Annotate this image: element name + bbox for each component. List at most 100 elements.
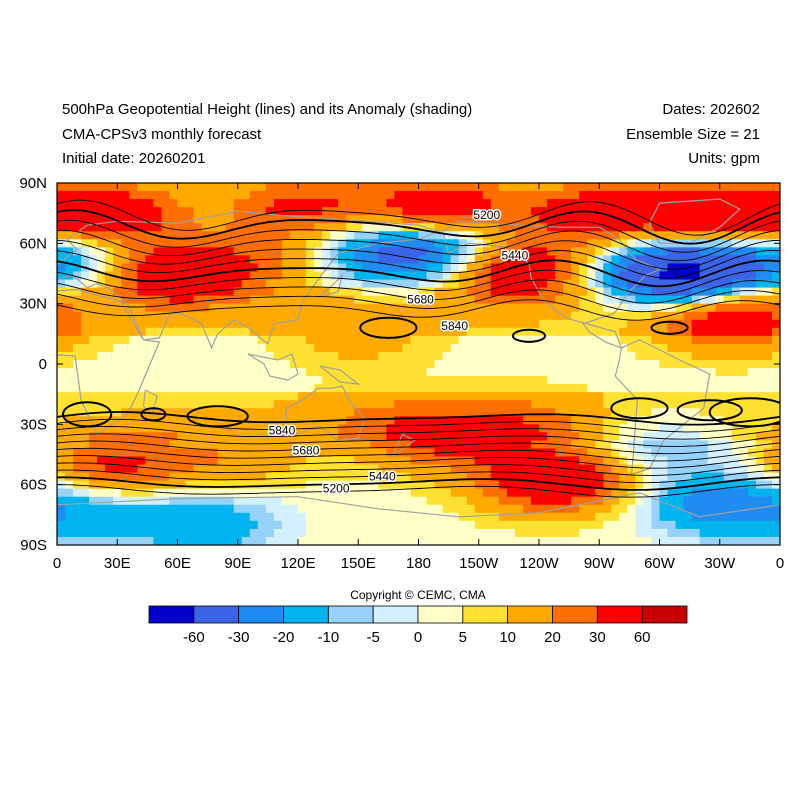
anomaly-cell: [530, 343, 540, 353]
anomaly-cell: [265, 255, 275, 265]
anomaly-cell: [547, 384, 556, 393]
anomaly-cell: [603, 255, 612, 265]
anomaly-cell: [410, 520, 420, 530]
anomaly-cell: [442, 263, 452, 273]
anomaly-cell: [233, 456, 243, 466]
anomaly-cell: [418, 416, 428, 425]
anomaly-cell: [434, 376, 444, 385]
anomaly-cell: [57, 183, 66, 192]
anomaly-cell: [394, 472, 404, 482]
anomaly-cell: [330, 255, 339, 265]
anomaly-cell: [539, 207, 548, 216]
anomaly-cell: [426, 199, 436, 208]
anomaly-cell: [474, 376, 484, 385]
anomaly-cell: [201, 424, 211, 433]
anomaly-cell: [595, 376, 604, 385]
anomaly-cell: [587, 319, 596, 329]
anomaly-cell: [265, 512, 275, 522]
anomaly-cell: [169, 343, 179, 353]
anomaly-cell: [306, 311, 315, 321]
anomaly-cell: [281, 464, 291, 474]
anomaly-cell: [161, 528, 171, 538]
anomaly-cell: [547, 343, 556, 353]
anomaly-cell: [153, 279, 163, 289]
anomaly-cell: [137, 207, 146, 216]
anomaly-cell: [498, 351, 508, 361]
anomaly-cell: [611, 279, 620, 289]
anomaly-cell: [522, 183, 532, 192]
anomaly-cell: [539, 488, 548, 498]
anomaly-cell: [547, 488, 556, 498]
anomaly-cell: [289, 255, 299, 265]
anomaly-cell: [314, 335, 323, 345]
anomaly-cell: [530, 504, 540, 514]
anomaly-cell: [137, 464, 146, 474]
anomaly-cell: [121, 448, 130, 458]
anomaly-cell: [458, 520, 468, 530]
anomaly-cell: [241, 512, 251, 522]
anomaly-cell: [201, 295, 211, 305]
anomaly-cell: [265, 408, 275, 417]
anomaly-cell: [97, 351, 106, 361]
anomaly-cell: [771, 384, 780, 393]
anomaly-cell: [530, 247, 540, 256]
anomaly-cell: [314, 376, 323, 385]
anomaly-cell: [755, 448, 765, 458]
anomaly-cell: [490, 408, 500, 417]
anomaly-cell: [298, 335, 307, 345]
anomaly-cell: [105, 448, 114, 458]
anomaly-cell: [97, 528, 106, 538]
anomaly-cell: [490, 456, 500, 466]
anomaly-cell: [169, 384, 179, 393]
anomaly-cell: [643, 408, 653, 417]
anomaly-cell: [418, 528, 428, 538]
anomaly-cell: [346, 464, 355, 474]
anomaly-cell: [81, 271, 90, 281]
anomaly-cell: [458, 215, 468, 224]
anomaly-cell: [466, 215, 476, 224]
anomaly-cell: [201, 408, 211, 417]
anomaly-cell: [555, 456, 564, 466]
anomaly-cell: [691, 311, 701, 321]
anomaly-cell: [651, 472, 661, 482]
anomaly-cell: [289, 440, 299, 450]
anomaly-cell: [611, 464, 620, 474]
anomaly-cell: [418, 408, 428, 417]
anomaly-cell: [603, 512, 612, 522]
anomaly-cell: [691, 520, 701, 530]
anomaly-cell: [402, 400, 412, 409]
anomaly-cell: [667, 440, 677, 450]
anomaly-cell: [137, 512, 146, 522]
anomaly-cell: [298, 536, 307, 545]
anomaly-cell: [763, 424, 773, 433]
anomaly-cell: [547, 536, 556, 545]
anomaly-cell: [137, 199, 146, 208]
anomaly-cell: [394, 376, 404, 385]
anomaly-cell: [739, 191, 749, 200]
anomaly-cell: [137, 376, 146, 385]
anomaly-cell: [458, 239, 468, 248]
anomaly-cell: [450, 359, 460, 369]
anomaly-cell: [137, 335, 146, 345]
anomaly-cell: [603, 303, 612, 313]
anomaly-cell: [233, 472, 243, 482]
anomaly-cell: [450, 335, 460, 345]
anomaly-cell: [289, 456, 299, 466]
anomaly-cell: [683, 520, 693, 530]
anomaly-cell: [603, 472, 612, 482]
anomaly-cell: [530, 384, 540, 393]
anomaly-cell: [386, 456, 395, 466]
anomaly-cell: [217, 400, 227, 409]
anomaly-cell: [201, 520, 211, 530]
anomaly-cell: [65, 231, 74, 240]
anomaly-cell: [731, 319, 741, 329]
anomaly-cell: [755, 416, 765, 425]
anomaly-cell: [571, 376, 580, 385]
anomaly-cell: [121, 432, 130, 442]
anomaly-cell: [675, 223, 685, 232]
anomaly-cell: [498, 448, 508, 458]
anomaly-cell: [193, 303, 203, 313]
anomaly-cell: [595, 424, 604, 433]
anomaly-cell: [225, 223, 235, 232]
anomaly-cell: [322, 456, 331, 466]
